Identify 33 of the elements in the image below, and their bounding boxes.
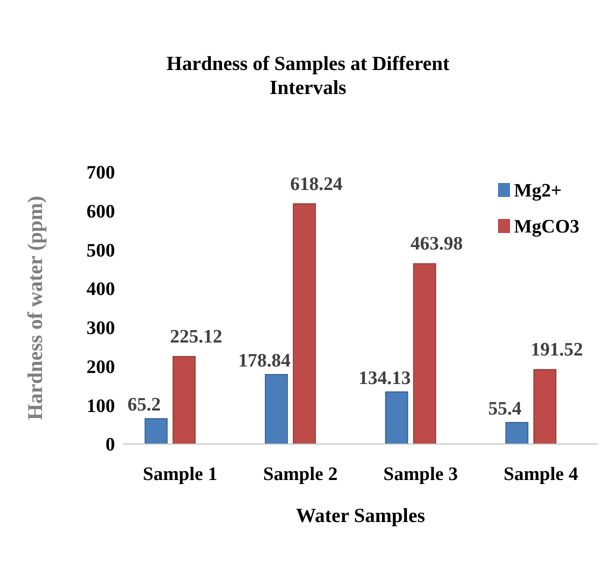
bar — [292, 203, 316, 444]
bar — [385, 391, 408, 444]
y-axis-title: Hardness of water (ppm) — [23, 196, 47, 420]
y-tick-label: 700 — [86, 162, 115, 184]
data-label: 463.98 — [410, 234, 463, 255]
bar — [533, 369, 556, 444]
y-tick-label: 500 — [86, 240, 115, 262]
y-tick-label: 600 — [86, 202, 115, 223]
y-tick-label: 400 — [86, 279, 115, 300]
bar — [505, 422, 528, 444]
y-tick-label: 0 — [106, 434, 115, 456]
bar — [172, 356, 196, 444]
legend-label: Mg2+ — [514, 180, 562, 202]
chart-title: Hardness of Samples at Different Intervals — [166, 53, 450, 99]
bar — [413, 263, 436, 444]
data-label: 65.2 — [127, 394, 161, 416]
data-label: 225.12 — [170, 326, 222, 348]
bar — [144, 418, 168, 444]
x-tick-label: Sample 2 — [263, 464, 338, 485]
data-label: 191.52 — [530, 340, 584, 361]
data-label: 618.24 — [290, 174, 343, 195]
data-label: 178.84 — [238, 350, 291, 372]
y-tick-label: 100 — [86, 396, 115, 417]
data-label: 55.4 — [488, 398, 522, 420]
y-tick-label: 200 — [86, 356, 115, 378]
x-axis-title: Water Samples — [296, 505, 426, 527]
bar — [264, 374, 288, 444]
data-label: 134.13 — [358, 368, 411, 389]
y-tick-label: 300 — [86, 318, 115, 340]
x-tick-label: Sample 1 — [142, 464, 218, 485]
x-tick-label: Sample 4 — [504, 464, 579, 485]
x-tick-label: Sample 3 — [383, 464, 458, 485]
legend-label: MgCO3 — [514, 216, 580, 238]
